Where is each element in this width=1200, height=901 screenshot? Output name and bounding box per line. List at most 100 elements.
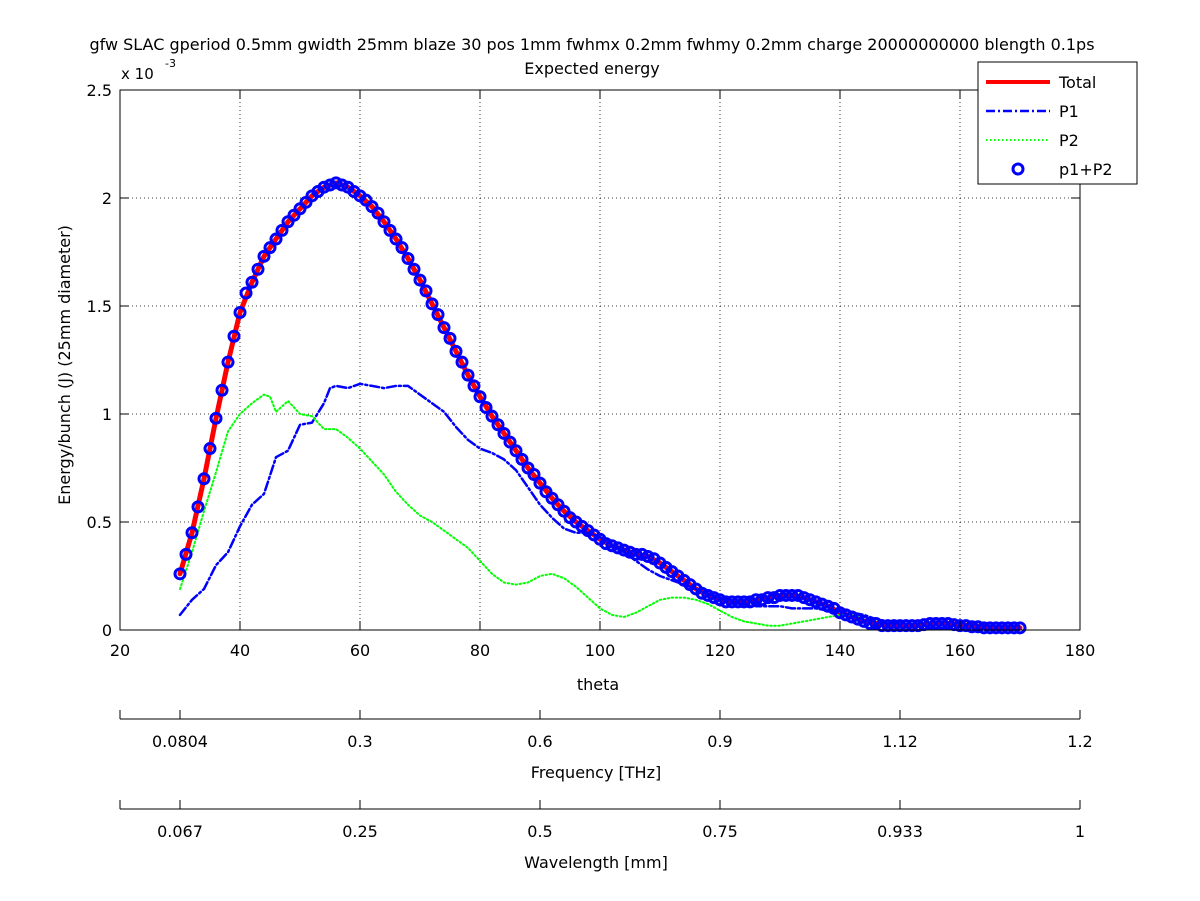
data-point-p1-p2 (635, 547, 649, 561)
wavelength-tick-label: 0.25 (342, 822, 378, 841)
y-tick-label: 2.5 (87, 81, 112, 100)
frequency-axis-label: Frequency [THz] (531, 763, 661, 782)
data-point-p1-p2 (899, 619, 913, 633)
frequency-axis: Frequency [THz] 0.0804 0.3 0.6 0.9 1.12 1.2 (119, 710, 1093, 782)
x-axis-label: theta (577, 675, 619, 694)
y-tick-label: 1.5 (87, 297, 112, 316)
y-multiplier-exponent: -3 (165, 57, 176, 70)
data-point-p1-p2 (395, 241, 409, 255)
data-point-p1-p2 (515, 452, 529, 466)
data-point-p1-p2 (173, 567, 187, 581)
data-point-p1-p2 (791, 588, 805, 602)
data-point-p1-p2 (599, 537, 613, 551)
data-point-p1-p2 (983, 621, 997, 635)
grid (120, 90, 1080, 630)
legend: Total P1 P2 p1+P2 (977, 61, 1138, 185)
data-point-p1-p2 (443, 331, 457, 345)
frequency-tick-label: 1.2 (1067, 732, 1092, 751)
wavelength-tick-label: 0.75 (702, 822, 738, 841)
data-point-p1-p2 (905, 619, 919, 633)
series-layer (173, 176, 1027, 635)
data-point-p1-p2 (407, 262, 421, 276)
data-point-p1-p2 (377, 215, 391, 229)
data-point-p1-p2 (719, 595, 733, 609)
data-point-p1-p2 (419, 284, 433, 298)
x-tick-label: 60 (350, 641, 370, 660)
data-point-p1-p2 (629, 547, 643, 561)
data-point-p1-p2 (641, 550, 655, 564)
series-line-p2 (179, 393, 889, 627)
y-tick-label: 0 (102, 621, 112, 640)
data-point-p1-p2 (323, 178, 337, 192)
data-point-p1-p2 (215, 383, 229, 397)
data-point-p1-p2 (875, 619, 889, 633)
data-point-p1-p2 (329, 176, 343, 190)
legend-label-p2: P2 (1059, 131, 1079, 150)
data-point-p1-p2 (815, 597, 829, 611)
data-point-p1-p2 (911, 619, 925, 633)
data-point-p1-p2 (995, 621, 1009, 635)
data-point-p1-p2 (893, 619, 907, 633)
data-point-p1-p2 (959, 619, 973, 633)
data-point-p1-p2 (779, 588, 793, 602)
data-point-p1-p2 (437, 321, 451, 335)
data-point-p1-p2 (821, 599, 835, 613)
data-point-p1-p2 (833, 606, 847, 620)
frequency-tick-label: 1.12 (882, 732, 918, 751)
data-point-p1-p2 (749, 593, 763, 607)
y-tick-label: 1 (102, 405, 112, 424)
data-point-p1-p2 (803, 593, 817, 607)
data-point-p1-p2 (461, 368, 475, 382)
data-point-p1-p2 (617, 543, 631, 557)
x-tick-label: 180 (1065, 641, 1096, 660)
data-point-p1-p2 (425, 297, 439, 311)
wavelength-tick-label: 0.933 (877, 822, 923, 841)
x-tick-label: 20 (110, 641, 130, 660)
data-point-p1-p2 (1001, 621, 1015, 635)
data-point-p1-p2 (449, 344, 463, 358)
data-point-p1-p2 (707, 591, 721, 605)
data-point-p1-p2 (401, 251, 415, 265)
data-point-p1-p2 (737, 595, 751, 609)
data-point-p1-p2 (695, 586, 709, 600)
data-point-p1-p2 (203, 442, 217, 456)
chart-subtitle: Expected energy (524, 59, 659, 78)
data-point-p1-p2 (245, 275, 259, 289)
data-point-p1-p2 (989, 621, 1003, 635)
wavelength-tick-label: 1 (1075, 822, 1085, 841)
data-point-p1-p2 (185, 526, 199, 540)
x-tick-label: 160 (945, 641, 976, 660)
data-point-p1-p2 (785, 588, 799, 602)
data-point-p1-p2 (179, 547, 193, 561)
data-point-p1-p2 (467, 379, 481, 393)
wavelength-tick-label: 0.5 (527, 822, 552, 841)
legend-label-p1p2: p1+P2 (1059, 160, 1113, 179)
data-point-p1-p2 (221, 355, 235, 369)
data-point-p1-p2 (383, 223, 397, 237)
data-point-p1-p2 (857, 614, 871, 628)
x-tick-label: 120 (705, 641, 736, 660)
data-point-p1-p2 (1013, 621, 1027, 635)
data-point-p1-p2 (701, 588, 715, 602)
data-point-p1-p2 (275, 223, 289, 237)
data-point-p1-p2 (713, 593, 727, 607)
data-point-p1-p2 (881, 619, 895, 633)
data-point-p1-p2 (887, 619, 901, 633)
data-point-p1-p2 (923, 617, 937, 631)
data-point-p1-p2 (755, 593, 769, 607)
data-point-p1-p2 (269, 232, 283, 246)
data-point-p1-p2 (965, 620, 979, 634)
legend-label-total: Total (1058, 73, 1096, 92)
y-multiplier: x 10 -3 (121, 57, 176, 83)
x-tick-label: 40 (230, 641, 250, 660)
x-tick-label: 80 (470, 641, 490, 660)
data-point-p1-p2 (317, 180, 331, 194)
wavelength-tick-label: 0.067 (157, 822, 203, 841)
frequency-tick-label: 0.0804 (152, 732, 208, 751)
data-point-p1-p2 (239, 286, 253, 300)
data-point-p1-p2 (227, 329, 241, 343)
data-point-p1-p2 (743, 595, 757, 609)
data-point-p1-p2 (431, 308, 445, 322)
data-point-p1-p2 (197, 472, 211, 486)
